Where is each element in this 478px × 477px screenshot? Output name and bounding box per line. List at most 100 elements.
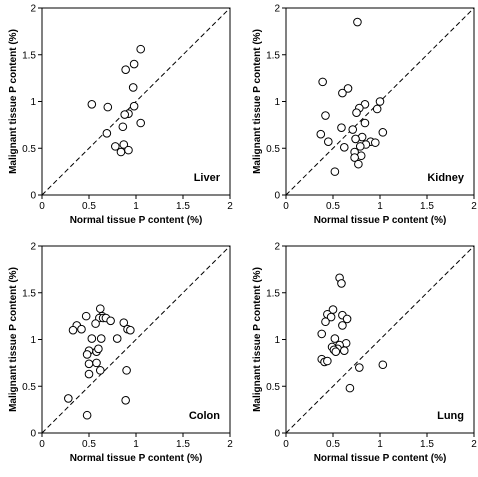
x-tick-label: 1.5 [420, 439, 434, 450]
data-point [343, 84, 353, 93]
y-axis-label: Malignant tissue P content (%) [8, 29, 19, 174]
x-tick-label: 0.5 [82, 439, 96, 450]
x-tick-label: 0.5 [326, 439, 340, 450]
data-point [121, 395, 130, 405]
data-point [124, 145, 133, 155]
x-tick-label: 0 [39, 439, 45, 450]
x-tick-label: 1 [133, 439, 139, 450]
data-point [119, 318, 129, 327]
data-point [342, 314, 352, 324]
data-point [95, 366, 105, 375]
x-tick-label: 1 [133, 201, 139, 212]
x-tick-label: 1.5 [176, 439, 190, 450]
data-point [126, 325, 135, 335]
data-point [375, 97, 385, 106]
data-point [355, 142, 365, 151]
panel-label: Kidney [427, 172, 465, 184]
panel-label: Colon [189, 410, 220, 422]
x-tick-label: 0 [283, 201, 289, 212]
data-point [96, 334, 106, 343]
data-point [317, 329, 327, 339]
chart-panel-1: 0 0.5 1 1.5 2 0 0.5 1 1.5 2 Normal tissue P conten… [8, 4, 233, 227]
data-point [345, 383, 355, 393]
y-tick-label: 0.5 [22, 144, 36, 155]
y-tick-label: 0.5 [22, 382, 36, 393]
y-tick-label: 0.5 [266, 382, 280, 393]
y-tick-label: 1.5 [266, 50, 280, 61]
y-tick-label: 1.5 [22, 50, 36, 61]
y-tick-label: 0 [274, 429, 280, 440]
data-point [106, 316, 115, 326]
data-point [81, 311, 91, 321]
y-tick-label: 1.5 [22, 288, 36, 299]
panel-label: Liver [194, 172, 221, 184]
data-point [324, 137, 333, 147]
reference-line [41, 7, 231, 196]
data-point [92, 358, 101, 368]
data-point [129, 101, 139, 111]
data-point [122, 366, 131, 375]
data-point [323, 356, 332, 366]
x-axis-label: Normal tissue P content (%) [314, 215, 447, 226]
data-point [353, 17, 362, 27]
data-point [112, 334, 122, 343]
data-point [378, 360, 388, 370]
x-axis-label: Normal tissue P content (%) [314, 453, 447, 464]
data-point [330, 334, 340, 343]
data-point [95, 304, 105, 313]
x-axis-label: Normal tissue P content (%) [70, 215, 203, 226]
data-point [350, 153, 359, 162]
data-point [136, 118, 145, 128]
reference-line [285, 245, 475, 434]
data-point [351, 134, 360, 144]
y-tick-label: 0 [274, 191, 280, 202]
data-point [77, 324, 86, 334]
y-tick-label: 2 [30, 4, 36, 15]
x-tick-label: 0 [39, 201, 45, 212]
x-tick-label: 2 [471, 201, 477, 212]
y-tick-label: 2 [274, 242, 280, 253]
data-point [316, 129, 326, 139]
x-tick-label: 0 [283, 439, 289, 450]
data-point [87, 100, 97, 109]
data-point [338, 88, 347, 98]
data-point [82, 350, 92, 359]
data-point [91, 319, 100, 328]
data-point [331, 347, 341, 356]
data-point [128, 83, 138, 92]
panel-label: Lung [437, 410, 464, 422]
reference-line [41, 245, 231, 434]
data-point [116, 147, 126, 157]
data-point [330, 167, 340, 176]
data-point [118, 122, 128, 132]
x-tick-label: 1.5 [420, 201, 434, 212]
data-point [82, 410, 92, 420]
data-point [326, 312, 336, 322]
data-point [102, 128, 112, 138]
data-point [337, 123, 346, 132]
y-axis-label: Malignant tissue P content (%) [8, 267, 19, 412]
x-axis-label: Normal tissue P content (%) [70, 453, 203, 464]
y-tick-label: 1.5 [266, 288, 280, 299]
data-point [352, 108, 361, 118]
y-tick-label: 2 [30, 242, 36, 253]
data-point [321, 111, 330, 120]
data-point [129, 59, 139, 69]
data-point [337, 279, 346, 288]
y-axis-label: Malignant tissue P content (%) [252, 267, 263, 412]
y-tick-label: 1 [30, 97, 36, 108]
x-tick-label: 2 [471, 439, 477, 450]
data-point [64, 394, 73, 403]
data-point [84, 369, 94, 379]
data-point [103, 102, 113, 112]
data-point [318, 77, 327, 87]
data-point [94, 344, 103, 354]
x-tick-label: 0.5 [82, 201, 96, 212]
data-point [371, 138, 380, 147]
y-tick-label: 0.5 [266, 144, 280, 155]
data-point [378, 128, 388, 137]
data-point [355, 363, 364, 372]
data-point [119, 140, 129, 149]
